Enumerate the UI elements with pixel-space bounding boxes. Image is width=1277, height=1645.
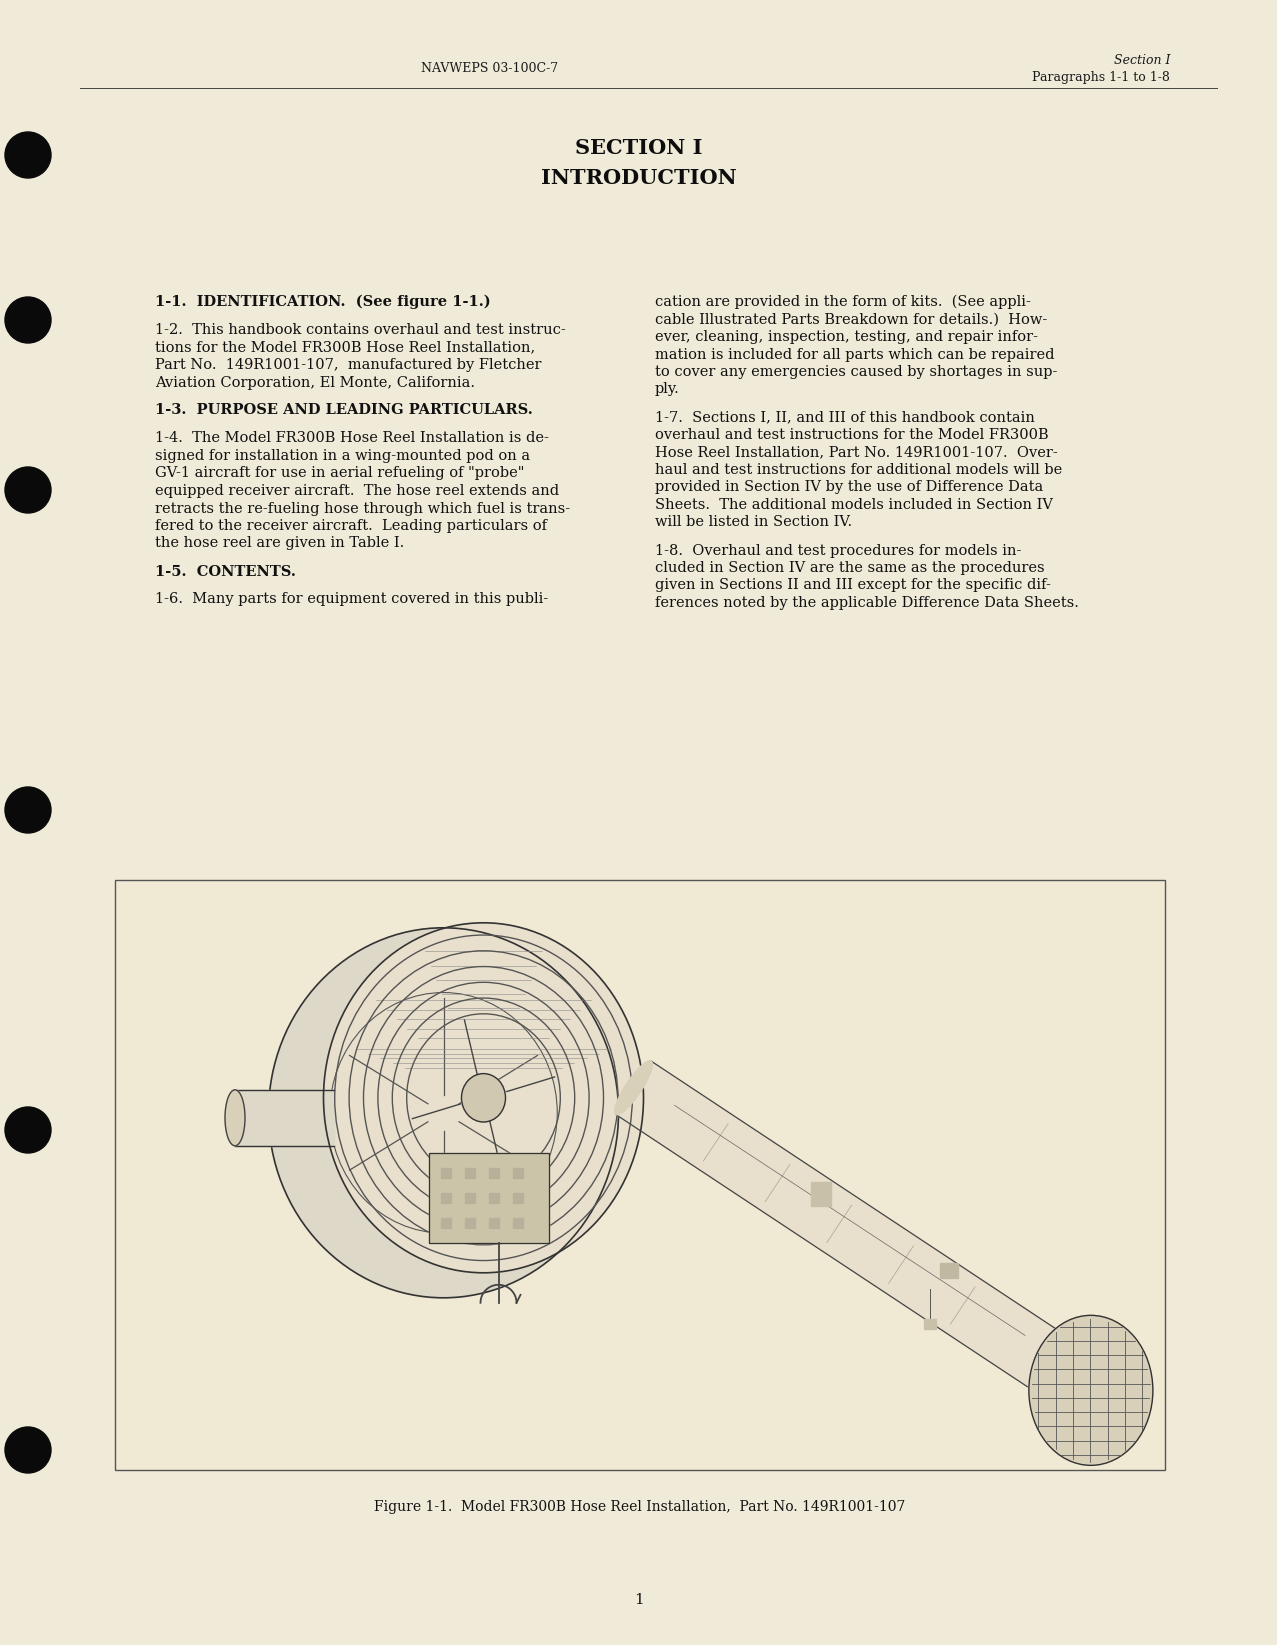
Bar [465, 1217, 475, 1227]
Text: 1: 1 [633, 1592, 644, 1607]
Ellipse shape [268, 928, 618, 1298]
Bar [465, 1193, 475, 1202]
Circle shape [5, 298, 51, 344]
Bar [512, 1193, 522, 1202]
Bar [465, 1193, 475, 1202]
Bar [441, 1217, 451, 1227]
Bar [465, 1168, 475, 1178]
Circle shape [5, 1107, 51, 1153]
Text: INTRODUCTION: INTRODUCTION [540, 168, 737, 188]
Text: signed for installation in a wing-mounted pod on a: signed for installation in a wing-mounte… [155, 449, 530, 462]
Text: will be listed in Section IV.: will be listed in Section IV. [655, 515, 852, 530]
Text: haul and test instructions for additional models will be: haul and test instructions for additiona… [655, 462, 1062, 477]
Text: Aviation Corporation, El Monte, California.: Aviation Corporation, El Monte, Californ… [155, 375, 475, 390]
Bar [489, 1193, 498, 1202]
Text: 1-3.  PURPOSE AND LEADING PARTICULARS.: 1-3. PURPOSE AND LEADING PARTICULARS. [155, 403, 533, 418]
Bar [489, 1168, 498, 1178]
Bar [512, 1168, 522, 1178]
Text: 1-1.  IDENTIFICATION.  (See figure 1-1.): 1-1. IDENTIFICATION. (See figure 1-1.) [155, 294, 490, 309]
Bar [429, 1153, 549, 1244]
Bar [512, 1168, 522, 1178]
Bar [923, 1319, 936, 1329]
Text: equipped receiver aircraft.  The hose reel extends and: equipped receiver aircraft. The hose ree… [155, 484, 559, 498]
Bar [115, 880, 1165, 1471]
Text: retracts the re-fueling hose through which fuel is trans-: retracts the re-fueling hose through whi… [155, 502, 570, 515]
Bar [940, 1263, 958, 1278]
Ellipse shape [225, 1089, 245, 1147]
Text: 1-2.  This handbook contains overhaul and test instruc-: 1-2. This handbook contains overhaul and… [155, 322, 566, 337]
Ellipse shape [614, 1061, 653, 1115]
Bar [512, 1217, 522, 1227]
Text: the hose reel are given in Table I.: the hose reel are given in Table I. [155, 536, 405, 551]
Bar [441, 1168, 451, 1178]
Text: Paragraphs 1-1 to 1-8: Paragraphs 1-1 to 1-8 [1032, 71, 1170, 84]
Text: Sheets.  The additional models included in Section IV: Sheets. The additional models included i… [655, 498, 1054, 512]
Text: NAVWEPS 03-100C-7: NAVWEPS 03-100C-7 [421, 61, 558, 74]
Text: ferences noted by the applicable Difference Data Sheets.: ferences noted by the applicable Differe… [655, 595, 1079, 610]
Bar [465, 1168, 475, 1178]
Text: 1-4.  The Model FR300B Hose Reel Installation is de-: 1-4. The Model FR300B Hose Reel Installa… [155, 431, 549, 446]
Text: SECTION I: SECTION I [575, 138, 702, 158]
Text: Figure 1-1.  Model FR300B Hose Reel Installation,  Part No. 149R1001-107: Figure 1-1. Model FR300B Hose Reel Insta… [374, 1500, 905, 1513]
Bar [923, 1319, 936, 1329]
Bar [512, 1193, 522, 1202]
Text: Part No.  149R1001-107,  manufactured by Fletcher: Part No. 149R1001-107, manufactured by F… [155, 359, 541, 372]
Bar [429, 1153, 549, 1244]
Bar [489, 1193, 498, 1202]
Bar [441, 1193, 451, 1202]
Bar [811, 1183, 831, 1206]
Ellipse shape [323, 923, 644, 1273]
Circle shape [5, 467, 51, 513]
Text: cation are provided in the form of kits.  (See appli-: cation are provided in the form of kits.… [655, 294, 1031, 309]
Bar [441, 1217, 451, 1227]
Bar [512, 1217, 522, 1227]
Text: to cover any emergencies caused by shortages in sup-: to cover any emergencies caused by short… [655, 365, 1057, 378]
Text: 1-6.  Many parts for equipment covered in this publi-: 1-6. Many parts for equipment covered in… [155, 592, 548, 607]
Bar [441, 1168, 451, 1178]
Bar [441, 1193, 451, 1202]
Polygon shape [616, 1061, 1062, 1387]
Bar [465, 1217, 475, 1227]
Circle shape [5, 786, 51, 832]
Bar [811, 1183, 831, 1206]
Circle shape [5, 1426, 51, 1472]
Text: GV-1 aircraft for use in aerial refueling of "probe": GV-1 aircraft for use in aerial refuelin… [155, 467, 525, 480]
Text: cluded in Section IV are the same as the procedures: cluded in Section IV are the same as the… [655, 561, 1045, 576]
Text: tions for the Model FR300B Hose Reel Installation,: tions for the Model FR300B Hose Reel Ins… [155, 341, 535, 355]
Text: ply.: ply. [655, 383, 679, 396]
Ellipse shape [1029, 1316, 1153, 1466]
Text: provided in Section IV by the use of Difference Data: provided in Section IV by the use of Dif… [655, 480, 1043, 495]
Text: Hose Reel Installation, Part No. 149R1001-107.  Over-: Hose Reel Installation, Part No. 149R100… [655, 446, 1057, 459]
Text: fered to the receiver aircraft.  Leading particulars of: fered to the receiver aircraft. Leading … [155, 520, 547, 533]
Text: 1-5.  CONTENTS.: 1-5. CONTENTS. [155, 564, 296, 579]
Text: 1-7.  Sections I, II, and III of this handbook contain: 1-7. Sections I, II, and III of this han… [655, 411, 1034, 424]
Bar [235, 1089, 333, 1147]
Text: given in Sections II and III except for the specific dif-: given in Sections II and III except for … [655, 579, 1051, 592]
Bar [489, 1217, 498, 1227]
Text: cable Illustrated Parts Breakdown for details.)  How-: cable Illustrated Parts Breakdown for de… [655, 313, 1047, 326]
Bar [489, 1217, 498, 1227]
Text: mation is included for all parts which can be repaired: mation is included for all parts which c… [655, 347, 1055, 362]
Bar [489, 1168, 498, 1178]
Text: overhaul and test instructions for the Model FR300B: overhaul and test instructions for the M… [655, 428, 1048, 443]
Ellipse shape [461, 1074, 506, 1122]
Text: Section I: Section I [1114, 54, 1170, 67]
Circle shape [5, 132, 51, 178]
Bar [940, 1263, 958, 1278]
Text: ever, cleaning, inspection, testing, and repair infor-: ever, cleaning, inspection, testing, and… [655, 331, 1038, 344]
Text: 1-8.  Overhaul and test procedures for models in-: 1-8. Overhaul and test procedures for mo… [655, 543, 1022, 558]
